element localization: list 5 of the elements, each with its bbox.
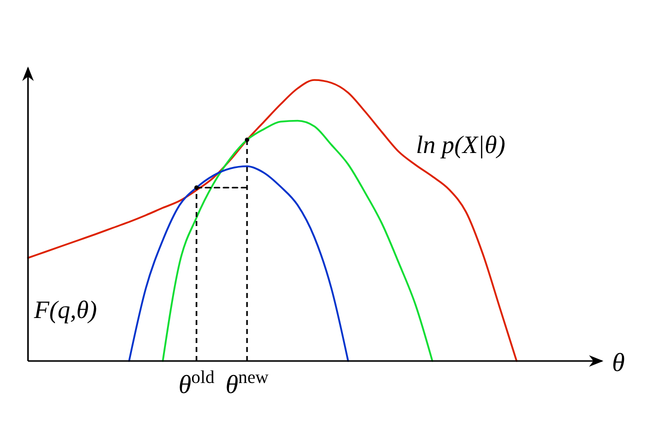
x-axis-title: θ <box>612 348 625 377</box>
x-tick-label: θ$^{old}$ <box>178 367 214 399</box>
x-tick-label: θ$^{new}$ <box>225 367 270 399</box>
annotation: F(q,θ) <box>33 297 97 324</box>
annotation: ln p(X|θ) <box>416 132 506 159</box>
